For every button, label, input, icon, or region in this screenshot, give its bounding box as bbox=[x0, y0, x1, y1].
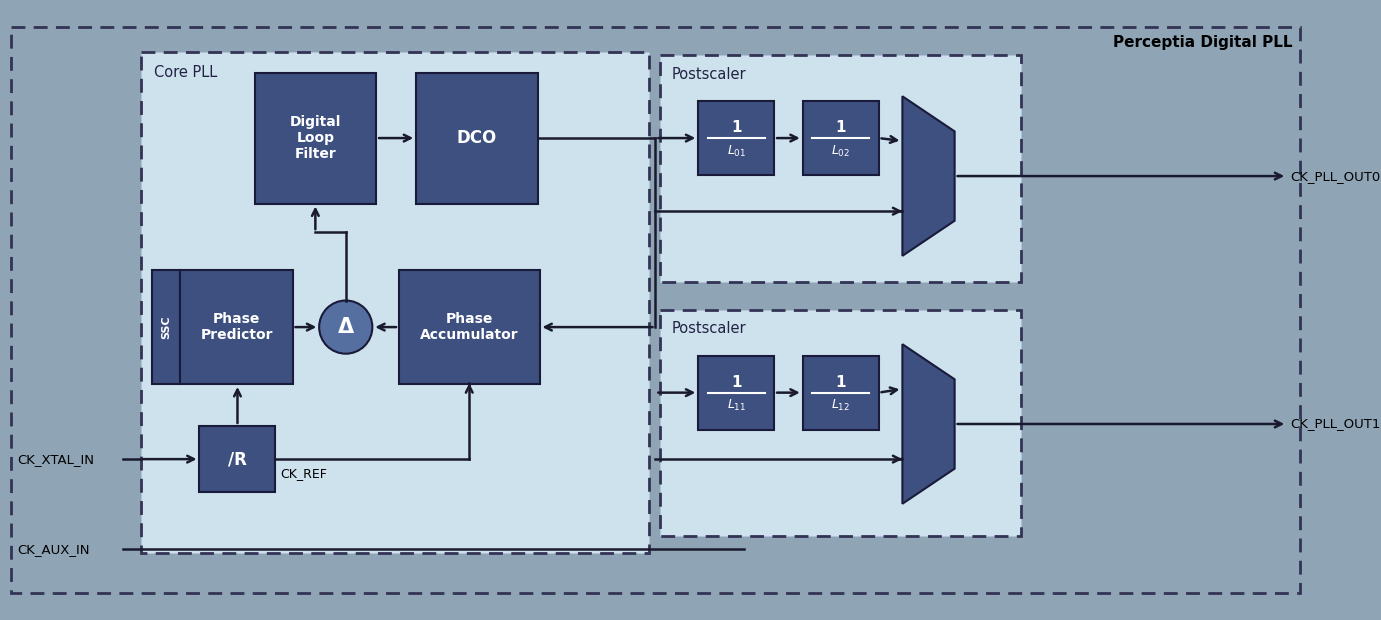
Text: $L_{01}$: $L_{01}$ bbox=[726, 144, 746, 159]
Text: Postscaler: Postscaler bbox=[671, 321, 746, 337]
Text: CK_AUX_IN: CK_AUX_IN bbox=[17, 543, 90, 556]
Bar bbox=[199, 426, 275, 492]
Text: Postscaler: Postscaler bbox=[671, 67, 746, 82]
Polygon shape bbox=[902, 96, 954, 256]
Text: Phase
Predictor: Phase Predictor bbox=[200, 312, 273, 342]
Bar bbox=[699, 101, 775, 175]
Bar bbox=[141, 51, 649, 553]
Text: CK_PLL_OUT0: CK_PLL_OUT0 bbox=[1290, 169, 1380, 182]
Text: SSC: SSC bbox=[162, 316, 171, 339]
Text: CK_PLL_OUT1: CK_PLL_OUT1 bbox=[1290, 417, 1381, 430]
Text: $L_{11}$: $L_{11}$ bbox=[726, 399, 746, 414]
Text: Digital
Loop
Filter: Digital Loop Filter bbox=[290, 115, 341, 161]
Bar bbox=[181, 270, 293, 384]
Text: 1: 1 bbox=[731, 374, 742, 390]
Text: $L_{02}$: $L_{02}$ bbox=[831, 144, 851, 159]
Bar bbox=[699, 356, 775, 430]
Text: Perceptia Digital PLL: Perceptia Digital PLL bbox=[1113, 35, 1293, 50]
Text: $L_{12}$: $L_{12}$ bbox=[831, 399, 851, 414]
Text: Δ: Δ bbox=[338, 317, 354, 337]
Text: CK_REF: CK_REF bbox=[280, 467, 327, 480]
Bar bbox=[399, 270, 540, 384]
Bar bbox=[802, 101, 878, 175]
Bar bbox=[802, 356, 878, 430]
Polygon shape bbox=[902, 344, 954, 504]
Text: DCO: DCO bbox=[457, 129, 497, 147]
Bar bbox=[416, 73, 537, 203]
Circle shape bbox=[319, 301, 373, 353]
Text: 1: 1 bbox=[731, 120, 742, 135]
Bar bbox=[660, 55, 1021, 281]
Bar bbox=[152, 270, 181, 384]
Text: Core PLL: Core PLL bbox=[153, 65, 217, 80]
Text: 1: 1 bbox=[836, 374, 847, 390]
Text: /R: /R bbox=[228, 450, 247, 468]
Text: Phase
Accumulator: Phase Accumulator bbox=[420, 312, 518, 342]
Bar bbox=[254, 73, 376, 203]
Bar bbox=[660, 310, 1021, 536]
Text: CK_XTAL_IN: CK_XTAL_IN bbox=[17, 453, 94, 466]
Text: 1: 1 bbox=[836, 120, 847, 135]
